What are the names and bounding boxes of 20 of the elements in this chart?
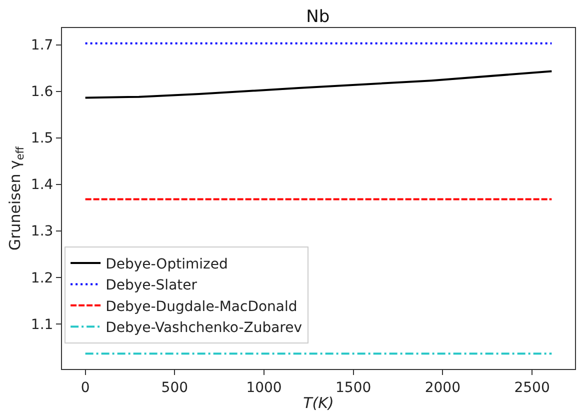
line-series [84, 70, 553, 99]
x-tick-label: 500 [161, 380, 188, 396]
y-tick-label: 1.5 [30, 130, 54, 147]
x-tick-label: 2000 [424, 380, 460, 396]
x-tick-label: 1500 [336, 380, 372, 396]
y-tick-label: 1.6 [30, 84, 54, 100]
x-tick-label: 2500 [514, 380, 550, 396]
chart-title: Nb [306, 7, 330, 28]
y-tick-label: 1.7 [30, 38, 54, 54]
x-tick-label: 0 [80, 380, 90, 396]
y-tick-label: 1.2 [30, 270, 54, 286]
x-axis-title: T(K) [303, 394, 334, 412]
legend-label: Debye-Dugdale-MacDonald [106, 298, 298, 315]
legend-label: Debye-Vashchenko-Zubarev [106, 320, 302, 336]
y-tick-label: 1.3 [30, 224, 54, 240]
y-tick-label: 1.1 [30, 316, 54, 333]
x-tick-label: 1000 [246, 380, 282, 396]
y-tick-label: 1.4 [30, 177, 54, 194]
legend-label: Debye-Optimized [106, 256, 228, 272]
legend-label: Debye-Slater [106, 278, 198, 294]
